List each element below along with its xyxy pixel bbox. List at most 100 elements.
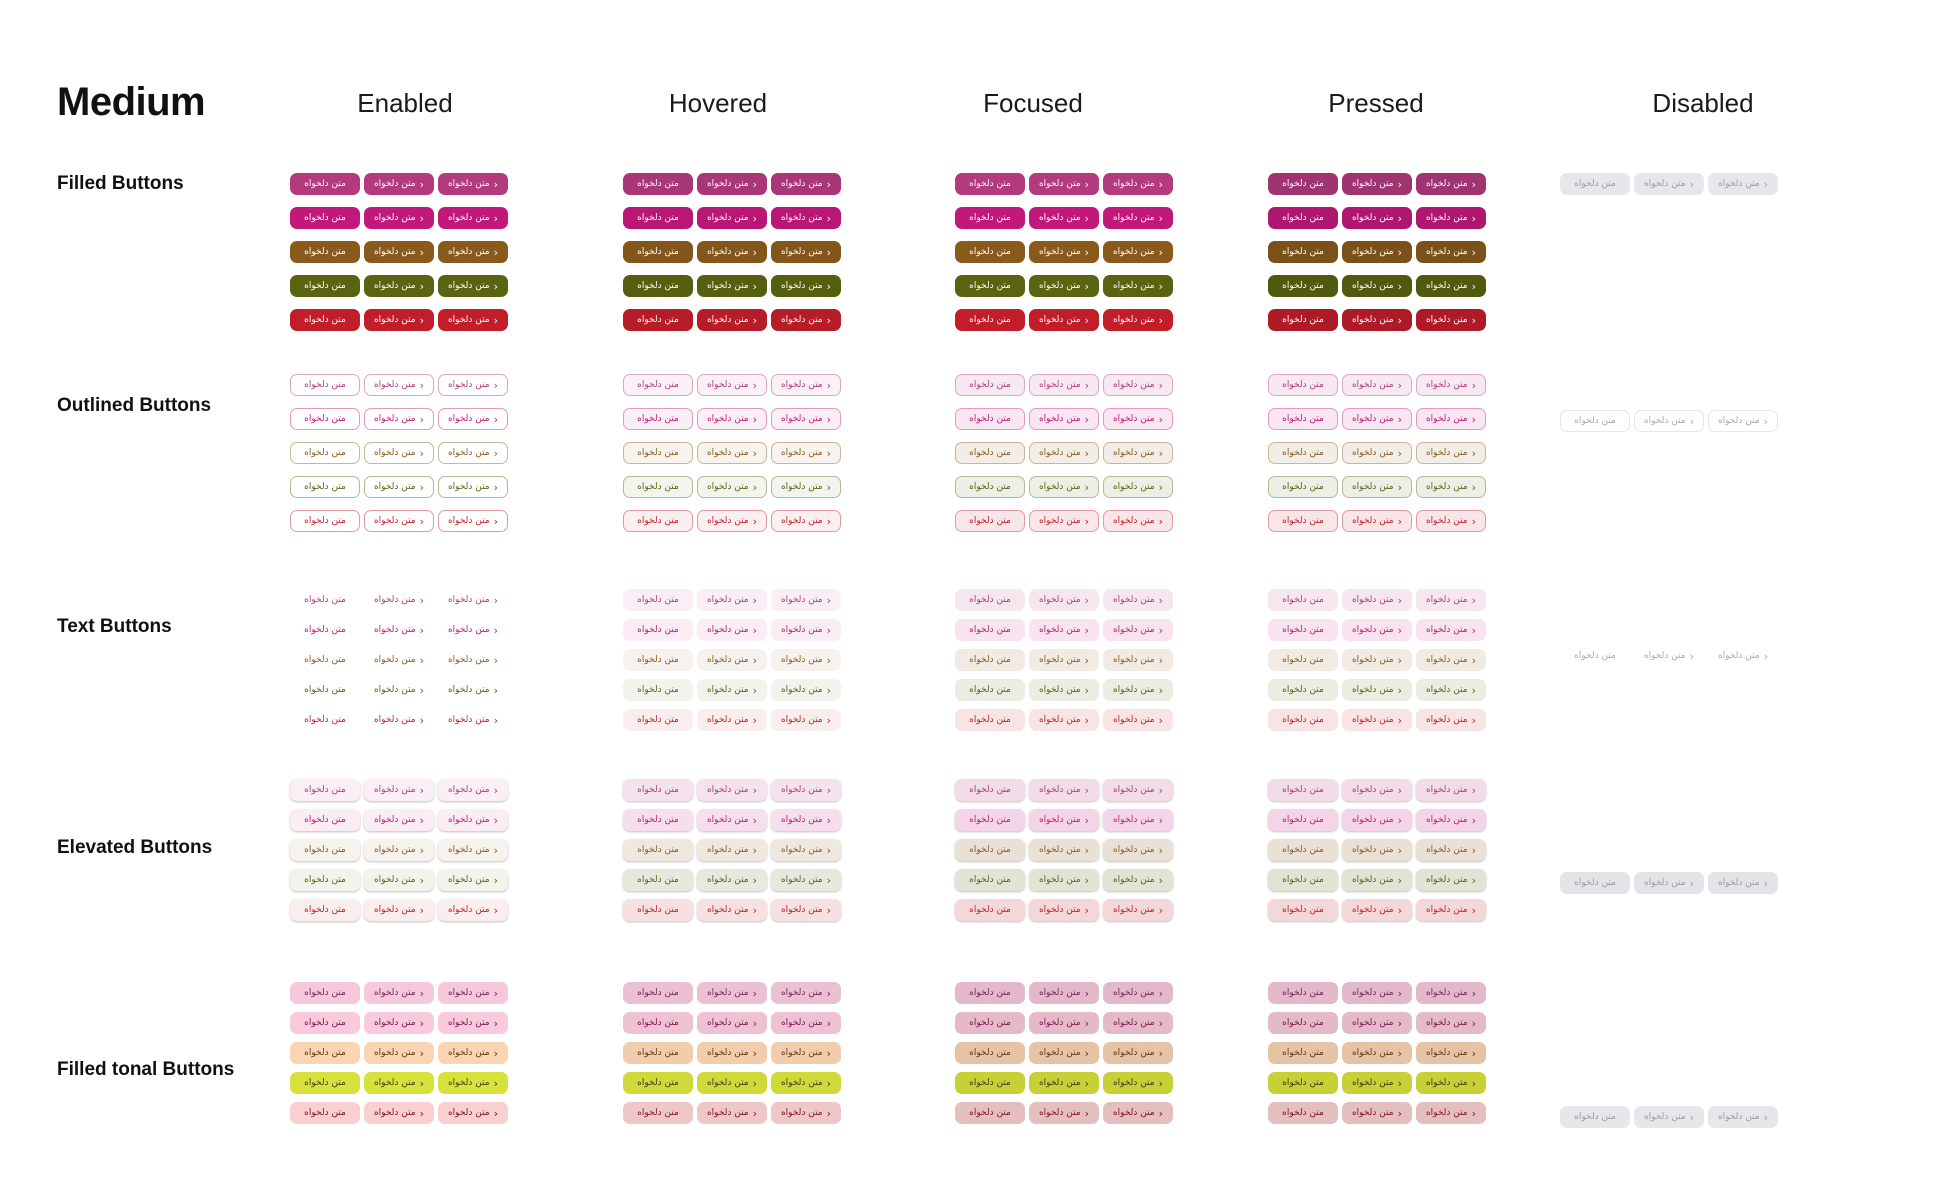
tonal-pressed-button-5-b[interactable]: › متن دلخواه	[1342, 1102, 1412, 1124]
tonal-pressed-button-2-b[interactable]: › متن دلخواه	[1342, 1012, 1412, 1034]
text-pressed-button-3-b[interactable]: › متن دلخواه	[1342, 649, 1412, 671]
tonal-enabled-button-4-a[interactable]: متن دلخواه	[290, 1072, 360, 1094]
filled-pressed-button-4-b[interactable]: › متن دلخواه	[1342, 275, 1412, 297]
filled-enabled-button-3-a[interactable]: متن دلخواه	[290, 241, 360, 263]
elevated-pressed-button-5-b[interactable]: › متن دلخواه	[1342, 899, 1412, 921]
elevated-focused-button-1-b[interactable]: › متن دلخواه	[1029, 779, 1099, 801]
outlined-focused-button-3-b[interactable]: › متن دلخواه	[1029, 442, 1099, 464]
outlined-enabled-button-1-a[interactable]: متن دلخواه	[290, 374, 360, 396]
filled-focused-button-5-b[interactable]: › متن دلخواه	[1029, 309, 1099, 331]
outlined-pressed-button-2-a[interactable]: متن دلخواه	[1268, 408, 1338, 430]
filled-hovered-button-4-a[interactable]: متن دلخواه	[623, 275, 693, 297]
elevated-hovered-button-4-c[interactable]: › متن دلخواه	[771, 869, 841, 891]
tonal-hovered-button-1-a[interactable]: متن دلخواه	[623, 982, 693, 1004]
outlined-pressed-button-1-b[interactable]: › متن دلخواه	[1342, 374, 1412, 396]
elevated-pressed-button-4-a[interactable]: متن دلخواه	[1268, 869, 1338, 891]
outlined-hovered-button-2-b[interactable]: › متن دلخواه	[697, 408, 767, 430]
filled-hovered-button-1-c[interactable]: › متن دلخواه	[771, 173, 841, 195]
tonal-focused-button-3-c[interactable]: › متن دلخواه	[1103, 1042, 1173, 1064]
text-pressed-button-5-b[interactable]: › متن دلخواه	[1342, 709, 1412, 731]
filled-hovered-button-1-a[interactable]: متن دلخواه	[623, 173, 693, 195]
filled-focused-button-5-c[interactable]: › متن دلخواه	[1103, 309, 1173, 331]
filled-enabled-button-3-c[interactable]: › متن دلخواه	[438, 241, 508, 263]
elevated-enabled-button-2-a[interactable]: متن دلخواه	[290, 809, 360, 831]
outlined-pressed-button-2-c[interactable]: › متن دلخواه	[1416, 408, 1486, 430]
tonal-hovered-button-4-c[interactable]: › متن دلخواه	[771, 1072, 841, 1094]
elevated-pressed-button-1-a[interactable]: متن دلخواه	[1268, 779, 1338, 801]
outlined-focused-button-2-a[interactable]: متن دلخواه	[955, 408, 1025, 430]
elevated-enabled-button-5-b[interactable]: › متن دلخواه	[364, 899, 434, 921]
filled-pressed-button-1-a[interactable]: متن دلخواه	[1268, 173, 1338, 195]
elevated-enabled-button-4-c[interactable]: › متن دلخواه	[438, 869, 508, 891]
outlined-pressed-button-4-b[interactable]: › متن دلخواه	[1342, 476, 1412, 498]
elevated-hovered-button-1-c[interactable]: › متن دلخواه	[771, 779, 841, 801]
filled-focused-button-5-a[interactable]: متن دلخواه	[955, 309, 1025, 331]
elevated-pressed-button-5-a[interactable]: متن دلخواه	[1268, 899, 1338, 921]
tonal-enabled-button-5-a[interactable]: متن دلخواه	[290, 1102, 360, 1124]
text-pressed-button-4-b[interactable]: › متن دلخواه	[1342, 679, 1412, 701]
text-hovered-button-5-c[interactable]: › متن دلخواه	[771, 709, 841, 731]
text-focused-button-1-a[interactable]: متن دلخواه	[955, 589, 1025, 611]
filled-pressed-button-4-c[interactable]: › متن دلخواه	[1416, 275, 1486, 297]
text-pressed-button-2-c[interactable]: › متن دلخواه	[1416, 619, 1486, 641]
filled-enabled-button-5-b[interactable]: › متن دلخواه	[364, 309, 434, 331]
elevated-hovered-button-3-c[interactable]: › متن دلخواه	[771, 839, 841, 861]
elevated-hovered-button-1-a[interactable]: متن دلخواه	[623, 779, 693, 801]
text-hovered-button-1-b[interactable]: › متن دلخواه	[697, 589, 767, 611]
tonal-pressed-button-5-c[interactable]: › متن دلخواه	[1416, 1102, 1486, 1124]
filled-hovered-button-3-c[interactable]: › متن دلخواه	[771, 241, 841, 263]
tonal-focused-button-4-b[interactable]: › متن دلخواه	[1029, 1072, 1099, 1094]
outlined-pressed-button-1-a[interactable]: متن دلخواه	[1268, 374, 1338, 396]
elevated-focused-button-4-a[interactable]: متن دلخواه	[955, 869, 1025, 891]
filled-pressed-button-2-c[interactable]: › متن دلخواه	[1416, 207, 1486, 229]
elevated-hovered-button-5-b[interactable]: › متن دلخواه	[697, 899, 767, 921]
tonal-enabled-button-3-c[interactable]: › متن دلخواه	[438, 1042, 508, 1064]
text-focused-button-3-b[interactable]: › متن دلخواه	[1029, 649, 1099, 671]
outlined-enabled-button-3-b[interactable]: › متن دلخواه	[364, 442, 434, 464]
outlined-pressed-button-1-c[interactable]: › متن دلخواه	[1416, 374, 1486, 396]
tonal-focused-button-4-c[interactable]: › متن دلخواه	[1103, 1072, 1173, 1094]
filled-enabled-button-1-c[interactable]: › متن دلخواه	[438, 173, 508, 195]
tonal-enabled-button-1-b[interactable]: › متن دلخواه	[364, 982, 434, 1004]
outlined-focused-button-2-b[interactable]: › متن دلخواه	[1029, 408, 1099, 430]
elevated-hovered-button-4-b[interactable]: › متن دلخواه	[697, 869, 767, 891]
text-hovered-button-5-a[interactable]: متن دلخواه	[623, 709, 693, 731]
filled-focused-button-3-b[interactable]: › متن دلخواه	[1029, 241, 1099, 263]
tonal-pressed-button-3-a[interactable]: متن دلخواه	[1268, 1042, 1338, 1064]
elevated-focused-button-2-a[interactable]: متن دلخواه	[955, 809, 1025, 831]
tonal-pressed-button-3-c[interactable]: › متن دلخواه	[1416, 1042, 1486, 1064]
elevated-hovered-button-3-b[interactable]: › متن دلخواه	[697, 839, 767, 861]
text-hovered-button-1-a[interactable]: متن دلخواه	[623, 589, 693, 611]
tonal-focused-button-2-b[interactable]: › متن دلخواه	[1029, 1012, 1099, 1034]
text-hovered-button-2-b[interactable]: › متن دلخواه	[697, 619, 767, 641]
filled-hovered-button-2-b[interactable]: › متن دلخواه	[697, 207, 767, 229]
outlined-focused-button-4-a[interactable]: متن دلخواه	[955, 476, 1025, 498]
filled-focused-button-2-b[interactable]: › متن دلخواه	[1029, 207, 1099, 229]
tonal-hovered-button-5-a[interactable]: متن دلخواه	[623, 1102, 693, 1124]
tonal-pressed-button-5-a[interactable]: متن دلخواه	[1268, 1102, 1338, 1124]
filled-focused-button-1-c[interactable]: › متن دلخواه	[1103, 173, 1173, 195]
tonal-hovered-button-3-c[interactable]: › متن دلخواه	[771, 1042, 841, 1064]
filled-hovered-button-5-b[interactable]: › متن دلخواه	[697, 309, 767, 331]
elevated-pressed-button-4-b[interactable]: › متن دلخواه	[1342, 869, 1412, 891]
filled-enabled-button-1-b[interactable]: › متن دلخواه	[364, 173, 434, 195]
outlined-focused-button-3-a[interactable]: متن دلخواه	[955, 442, 1025, 464]
elevated-hovered-button-5-c[interactable]: › متن دلخواه	[771, 899, 841, 921]
filled-pressed-button-4-a[interactable]: متن دلخواه	[1268, 275, 1338, 297]
filled-hovered-button-5-a[interactable]: متن دلخواه	[623, 309, 693, 331]
tonal-hovered-button-2-a[interactable]: متن دلخواه	[623, 1012, 693, 1034]
tonal-hovered-button-3-b[interactable]: › متن دلخواه	[697, 1042, 767, 1064]
filled-hovered-button-2-c[interactable]: › متن دلخواه	[771, 207, 841, 229]
text-enabled-button-3-b[interactable]: › متن دلخواه	[364, 649, 434, 671]
outlined-focused-button-2-c[interactable]: › متن دلخواه	[1103, 408, 1173, 430]
text-focused-button-1-c[interactable]: › متن دلخواه	[1103, 589, 1173, 611]
filled-enabled-button-2-a[interactable]: متن دلخواه	[290, 207, 360, 229]
tonal-enabled-button-3-a[interactable]: متن دلخواه	[290, 1042, 360, 1064]
filled-focused-button-4-a[interactable]: متن دلخواه	[955, 275, 1025, 297]
elevated-enabled-button-5-c[interactable]: › متن دلخواه	[438, 899, 508, 921]
filled-enabled-button-1-a[interactable]: متن دلخواه	[290, 173, 360, 195]
elevated-focused-button-1-a[interactable]: متن دلخواه	[955, 779, 1025, 801]
filled-enabled-button-5-a[interactable]: متن دلخواه	[290, 309, 360, 331]
filled-focused-button-3-a[interactable]: متن دلخواه	[955, 241, 1025, 263]
text-focused-button-3-a[interactable]: متن دلخواه	[955, 649, 1025, 671]
